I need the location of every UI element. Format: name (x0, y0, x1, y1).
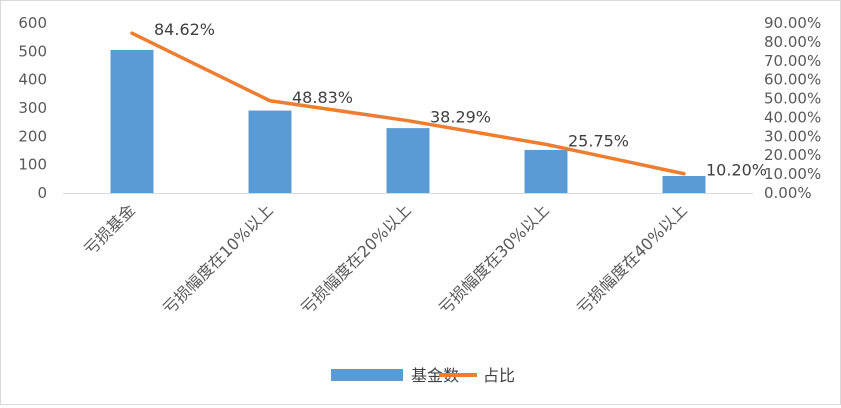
right-axis-tick-label: 60.00% (764, 71, 821, 89)
left-axis-tick-label: 400 (18, 71, 47, 89)
bar (524, 149, 568, 193)
legend-swatch-bar (331, 369, 403, 381)
category-label: 亏损幅度在10%以上 (159, 200, 277, 318)
left-axis-tick-label: 500 (18, 42, 47, 60)
left-axis-tick-label: 300 (18, 99, 47, 117)
right-axis-tick-label: 20.00% (764, 146, 821, 164)
bar (248, 110, 292, 193)
data-label: 10.20% (706, 161, 767, 180)
category-label: 亏损幅度在30%以上 (435, 200, 553, 318)
right-axis-tick-label: 40.00% (764, 108, 821, 126)
legend: 基金数 占比 (331, 366, 515, 385)
bar (386, 128, 430, 193)
left-axis-tick-label: 200 (18, 127, 47, 145)
right-axis: 0.00%10.00%20.00%30.00%40.00%50.00%60.00… (764, 14, 821, 202)
category-axis: 亏损基金 亏损幅度在10%以上 亏损幅度在20%以上 亏损幅度在30%以上 亏损幅度在4… (63, 193, 753, 318)
left-axis-tick-label: 0 (37, 184, 47, 202)
left-axis-tick-label: 100 (18, 156, 47, 174)
left-axis: 0 100 200 300 400 500 600 (18, 14, 47, 202)
bar (662, 176, 706, 193)
right-axis-tick-label: 30.00% (764, 127, 821, 145)
line-series: 84.62% 48.83% 38.29% 25.75% 10.20% (130, 20, 767, 180)
data-label: 84.62% (154, 20, 215, 39)
category-label: 亏损幅度在40%以上 (573, 200, 691, 318)
legend-label-line: 占比 (483, 366, 515, 385)
data-label: 25.75% (568, 131, 629, 150)
right-axis-tick-label: 90.00% (764, 14, 821, 32)
legend-label-bar: 基金数 (411, 366, 459, 385)
data-label: 48.83% (292, 88, 353, 107)
category-label: 亏损基金 (80, 200, 139, 259)
right-axis-tick-label: 0.00% (764, 184, 812, 202)
bar (110, 49, 154, 193)
right-axis-tick-label: 50.00% (764, 90, 821, 108)
right-axis-tick-label: 70.00% (764, 52, 821, 70)
right-axis-tick-label: 80.00% (764, 33, 821, 51)
data-label: 38.29% (430, 108, 491, 127)
bar-series (110, 49, 706, 193)
left-axis-tick-label: 600 (18, 14, 47, 32)
category-label: 亏损幅度在20%以上 (297, 200, 415, 318)
line-path (130, 31, 686, 176)
right-axis-tick-label: 10.00% (764, 165, 821, 183)
